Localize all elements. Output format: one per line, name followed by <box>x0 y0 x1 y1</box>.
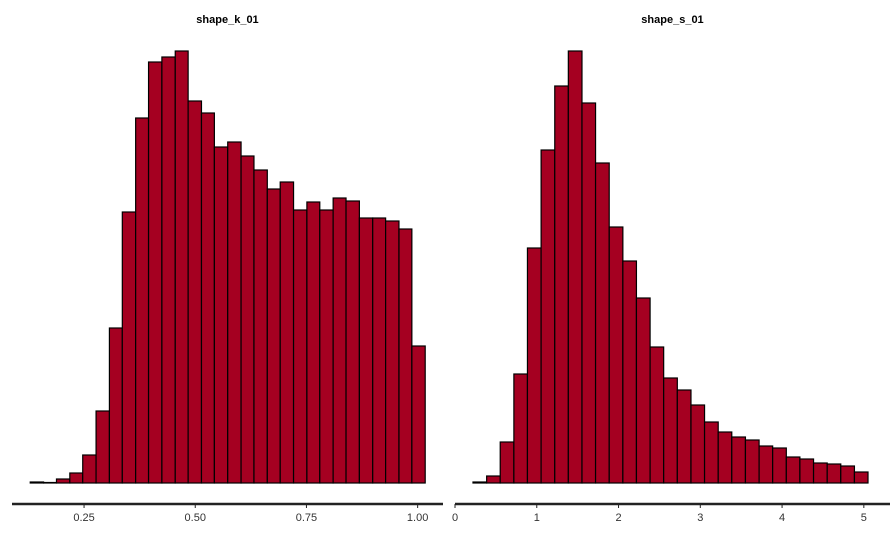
bar <box>345 200 360 484</box>
bar <box>526 247 542 484</box>
x-tick-label: 0.75 <box>296 512 317 524</box>
x-tick-label: 3 <box>697 512 703 524</box>
bar <box>372 217 387 484</box>
bar <box>608 226 624 484</box>
bar <box>319 209 334 484</box>
bar <box>121 211 137 484</box>
bar <box>486 475 501 484</box>
bar <box>567 50 583 484</box>
bar <box>690 404 706 484</box>
x-tick-label: 1.00 <box>407 512 428 524</box>
bar <box>358 217 374 484</box>
bar <box>772 447 787 484</box>
x-tick-label: 5 <box>861 512 867 524</box>
bar <box>717 431 733 484</box>
bar <box>540 149 556 484</box>
bar <box>108 327 123 484</box>
bar <box>826 463 842 484</box>
bar <box>581 102 597 484</box>
bar <box>292 209 308 484</box>
bar <box>513 373 529 484</box>
bar <box>240 155 255 484</box>
bar <box>187 100 203 484</box>
chart-title: shape_s_01 <box>641 14 703 26</box>
bar <box>55 478 71 484</box>
bar <box>472 481 488 484</box>
x-tick-label: 4 <box>779 512 785 524</box>
bar <box>279 181 295 484</box>
bar <box>853 471 869 484</box>
chart-title: shape_k_01 <box>196 14 258 26</box>
bar <box>676 389 692 484</box>
bar <box>499 441 515 484</box>
bar <box>29 481 45 484</box>
bar <box>398 228 413 484</box>
bar <box>622 260 638 484</box>
bar <box>744 439 760 484</box>
x-tick-label: 0 <box>452 512 458 524</box>
bar <box>82 454 97 484</box>
bar <box>174 50 189 484</box>
bar <box>69 472 84 484</box>
bar <box>266 188 281 484</box>
bar <box>635 297 651 484</box>
bar <box>758 445 774 484</box>
x-tick-label: 0.25 <box>73 512 94 524</box>
bar <box>161 56 176 484</box>
bar <box>663 377 678 484</box>
bar <box>135 117 150 484</box>
bar <box>95 410 111 484</box>
bar <box>812 462 828 484</box>
bar <box>227 141 242 484</box>
bar <box>594 162 610 484</box>
bar <box>385 220 400 484</box>
x-tick-label: 0.50 <box>185 512 206 524</box>
bar <box>42 481 58 484</box>
bar <box>554 85 569 484</box>
bar <box>332 197 347 484</box>
bar <box>703 421 719 484</box>
bar <box>147 61 163 484</box>
x-tick-label: 2 <box>615 512 621 524</box>
bar <box>213 146 229 484</box>
bar <box>306 201 321 484</box>
bar <box>840 465 856 484</box>
bar <box>200 112 215 484</box>
bar <box>649 346 665 484</box>
bar <box>411 345 426 484</box>
bar <box>799 458 815 484</box>
x-tick-label: 1 <box>534 512 540 524</box>
bar <box>785 456 801 484</box>
bar <box>731 436 747 484</box>
bar <box>253 169 268 484</box>
